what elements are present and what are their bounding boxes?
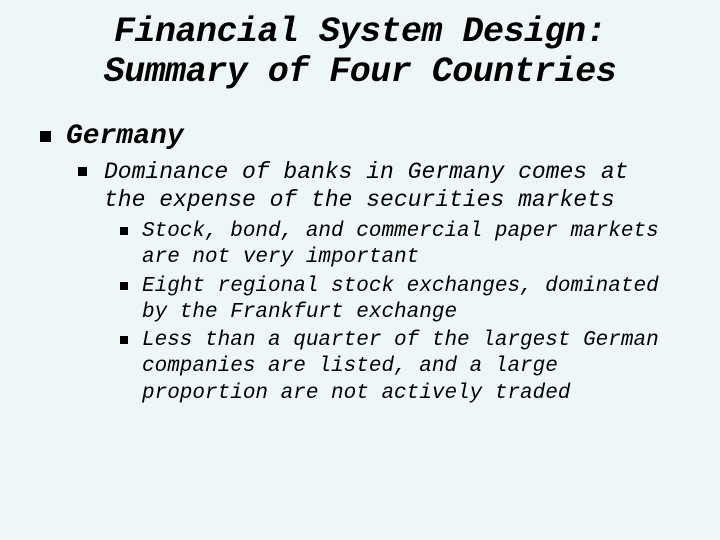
bullet-list-level1: Germany Dominance of banks in Germany co… bbox=[40, 121, 680, 407]
slide: Financial System Design: Summary of Four… bbox=[0, 0, 720, 540]
bullet-level3-item: Less than a quarter of the largest Germa… bbox=[120, 328, 680, 407]
bullet-level3-text: Less than a quarter of the largest Germa… bbox=[142, 329, 659, 405]
bullet-level2-text: Dominance of banks in Germany comes at t… bbox=[104, 159, 629, 214]
bullet-level2-item: Dominance of banks in Germany comes at t… bbox=[78, 158, 680, 407]
bullet-level1-text: Germany bbox=[66, 121, 184, 152]
slide-title: Financial System Design: Summary of Four… bbox=[40, 12, 680, 93]
bullet-level3-text: Stock, bond, and commercial paper market… bbox=[142, 220, 659, 269]
bullet-level3-item: Eight regional stock exchanges, dominate… bbox=[120, 274, 680, 327]
bullet-level1-item: Germany Dominance of banks in Germany co… bbox=[40, 121, 680, 407]
bullet-list-level2: Dominance of banks in Germany comes at t… bbox=[66, 158, 680, 407]
bullet-level3-text: Eight regional stock exchanges, dominate… bbox=[142, 275, 659, 324]
bullet-list-level3: Stock, bond, and commercial paper market… bbox=[104, 219, 680, 407]
bullet-level3-item: Stock, bond, and commercial paper market… bbox=[120, 219, 680, 272]
